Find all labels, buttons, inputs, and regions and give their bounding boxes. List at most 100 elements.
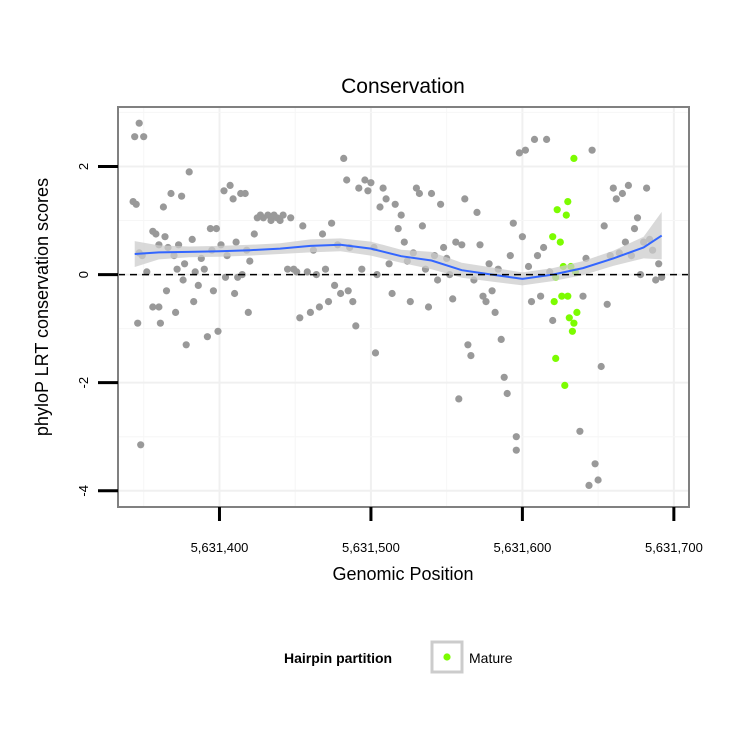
other-point [394,225,402,233]
other-point [512,446,520,454]
other-point [633,214,642,222]
mature-point [550,298,558,306]
other-point [337,289,345,298]
other-point [497,335,505,343]
other-point [591,460,599,468]
other-point [618,189,627,198]
other-point [129,198,137,206]
other-point [382,195,390,203]
other-point [276,216,284,225]
other-point [524,262,533,271]
other-point [200,265,208,273]
other-point [506,252,514,260]
other-point [594,476,602,484]
other-point [549,316,557,325]
mature-point [549,233,557,241]
other-point [185,168,193,176]
other-point [355,184,363,192]
other-point [412,184,420,192]
y-tick-label: 2 [76,163,91,170]
mature-point [565,314,573,322]
other-point [264,211,272,219]
other-point [179,276,187,284]
other-point [296,314,304,322]
other-point [458,241,466,249]
mature-point [564,292,572,300]
other-point [452,238,460,246]
other-point [533,252,542,260]
other-point [597,362,605,371]
other-point [537,292,545,300]
other-point [284,265,292,273]
y-tick-label: -2 [76,377,91,389]
other-point [172,308,180,316]
y-axis-title: phyloP LRT conservation scores [32,178,52,436]
other-point [152,230,160,238]
other-point [182,341,190,349]
other-point [159,203,167,211]
other-point [540,243,548,252]
other-point [437,200,445,208]
other-point [588,146,596,154]
other-point [424,303,433,311]
other-point [267,216,275,225]
other-point [221,273,230,281]
other-point [418,222,426,230]
other-point [367,179,375,187]
other-point [131,133,139,141]
other-point [306,308,314,316]
other-point [162,287,171,295]
other-point [621,238,630,246]
other-point [576,427,584,435]
other-point [231,289,239,298]
other-point [406,298,414,306]
other-point [194,281,202,289]
other-point [226,181,234,189]
other-point [149,303,157,311]
other-point [318,230,327,238]
other-point [352,322,360,330]
other-point [328,219,336,227]
other-point [400,238,408,246]
other-point [246,257,254,265]
other-point [464,341,472,349]
other-point [543,135,551,143]
other-point [512,433,520,441]
other-point [427,189,436,198]
other-point [479,292,487,300]
other-point [527,298,536,306]
other-point [371,349,380,357]
other-point [585,481,593,489]
other-point [500,373,508,381]
other-point [488,287,496,295]
other-point [203,333,211,341]
other-point [161,233,169,241]
other-point [624,181,633,189]
other-point [518,233,527,241]
plot-panel [118,107,689,507]
other-point [190,298,198,306]
chart-title: Conservation [341,75,465,98]
other-point [612,195,620,203]
other-point [173,265,181,273]
other-point [521,146,530,154]
x-tick-label: 5,631,500 [342,540,400,555]
plot-border [117,106,690,508]
mature-point [568,327,577,335]
other-point [299,222,307,230]
other-point [579,292,587,300]
other-point [293,268,301,276]
other-point [503,389,511,398]
other-point [344,287,352,295]
other-point [167,189,175,198]
other-point [461,195,469,203]
other-point [376,203,384,211]
other-point [134,319,142,327]
other-point [244,308,252,316]
mature-point [573,308,581,316]
other-point [600,222,608,230]
other-point [630,225,639,233]
other-point [467,352,475,360]
other-point [530,135,539,143]
